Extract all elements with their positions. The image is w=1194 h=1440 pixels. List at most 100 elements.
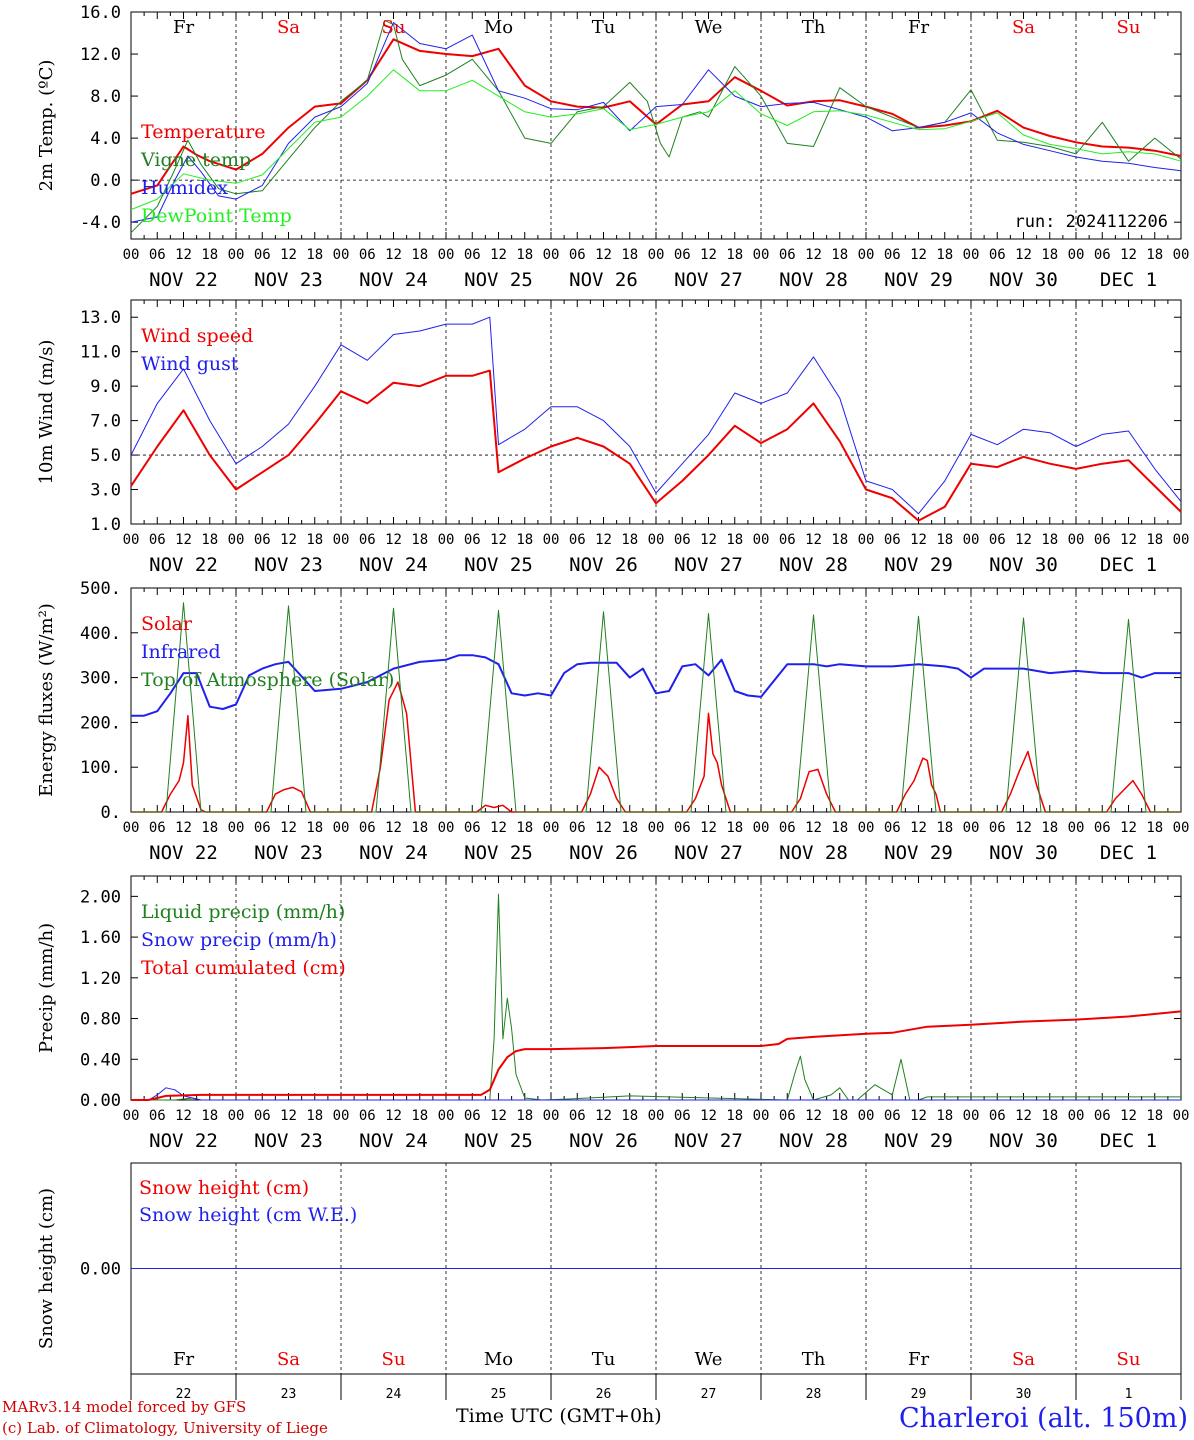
series-line-top-of-atmosphere-solar- — [131, 602, 1181, 813]
x-hour-label: 06 — [569, 532, 586, 548]
weekday-label: Su — [382, 17, 406, 38]
x-hour-label: 00 — [1068, 247, 1085, 263]
x-hour-label: 06 — [149, 247, 166, 263]
day-number-label: 1 — [1125, 1387, 1133, 1402]
legend-entry: Humidex — [141, 177, 228, 199]
x-hour-label: 12 — [280, 1108, 297, 1124]
x-hour-label: 12 — [595, 532, 612, 548]
x-hour-label: 00 — [858, 820, 875, 836]
x-hour-label: 12 — [1015, 532, 1032, 548]
x-hour-label: 06 — [779, 532, 796, 548]
legend-entry: Liquid precip (mm/h) — [141, 901, 345, 923]
y-tick-label: 3.0 — [90, 481, 121, 501]
x-hour-label: 06 — [779, 820, 796, 836]
x-hour-label: 06 — [779, 1108, 796, 1124]
date-label: NOV 29 — [884, 554, 953, 576]
series-line-wind-speed — [130, 369, 1182, 522]
x-hour-label: 12 — [490, 532, 507, 548]
x-hour-label: 00 — [228, 247, 245, 263]
series-line-solar — [131, 681, 1181, 813]
legend-entry: Solar — [141, 613, 193, 635]
y-tick-label: 8.0 — [90, 87, 121, 107]
x-hour-label: 18 — [831, 820, 848, 836]
weekday-label: Su — [1117, 17, 1141, 38]
x-hour-label: 00 — [438, 532, 455, 548]
x-hour-label: 06 — [989, 1108, 1006, 1124]
series-line-humidex — [130, 22, 1182, 223]
x-hour-label: 06 — [884, 820, 901, 836]
legend-entry: Wind speed — [141, 325, 253, 347]
x-hour-label: 12 — [805, 1108, 822, 1124]
x-hour-label: 00 — [123, 820, 140, 836]
x-hour-label: 06 — [1094, 820, 1111, 836]
x-hour-label: 00 — [963, 247, 980, 263]
x-hour-label: 06 — [149, 532, 166, 548]
x-hour-label: 00 — [963, 820, 980, 836]
x-hour-label: 18 — [621, 247, 638, 263]
x-hour-label: 06 — [674, 532, 691, 548]
x-hour-label: 12 — [1120, 247, 1137, 263]
x-hour-label: 06 — [989, 820, 1006, 836]
date-label: NOV 24 — [359, 842, 428, 864]
x-hour-label: 00 — [1068, 820, 1085, 836]
x-hour-label: 00 — [648, 1108, 665, 1124]
x-hour-label: 18 — [936, 247, 953, 263]
x-hour-label: 12 — [1120, 1108, 1137, 1124]
date-label: NOV 23 — [254, 842, 323, 864]
x-hour-label: 18 — [1146, 532, 1163, 548]
x-hour-label: 18 — [411, 1108, 428, 1124]
x-hour-label: 18 — [516, 247, 533, 263]
x-hour-label: 18 — [726, 247, 743, 263]
x-hour-label: 06 — [674, 1108, 691, 1124]
x-hour-label: 06 — [779, 247, 796, 263]
panel-2-frame — [130, 299, 1182, 525]
date-label: NOV 22 — [149, 554, 218, 576]
date-label: NOV 28 — [779, 554, 848, 576]
y-axis-label: Energy fluxes (W/m²) — [36, 603, 57, 797]
x-hour-label: 00 — [1173, 1108, 1190, 1124]
y-tick-label: 0.0 — [90, 171, 121, 191]
x-hour-label: 06 — [254, 820, 271, 836]
x-hour-label: 00 — [858, 247, 875, 263]
x-hour-label: 06 — [1094, 247, 1111, 263]
date-label: NOV 25 — [464, 1130, 533, 1152]
weekday-label: Th — [802, 17, 826, 38]
x-hour-label: 18 — [726, 1108, 743, 1124]
date-label: NOV 29 — [884, 269, 953, 291]
x-hour-label: 18 — [411, 820, 428, 836]
y-axis-label: Precip (mm/h) — [36, 923, 57, 1053]
x-hour-label: 18 — [306, 247, 323, 263]
x-hour-label: 12 — [1015, 820, 1032, 836]
x-hour-label: 00 — [123, 247, 140, 263]
x-hour-label: 00 — [858, 532, 875, 548]
x-hour-label: 18 — [1041, 1108, 1058, 1124]
x-hour-label: 12 — [490, 247, 507, 263]
x-hour-label: 00 — [333, 820, 350, 836]
day-number-label: 23 — [281, 1387, 297, 1402]
x-hour-label: 18 — [411, 247, 428, 263]
x-hour-label: 00 — [543, 1108, 560, 1124]
date-label: DEC 1 — [1100, 554, 1157, 576]
day-number-label: 28 — [806, 1387, 822, 1402]
date-label: NOV 25 — [464, 554, 533, 576]
y-tick-label: 0.00 — [80, 1260, 121, 1280]
legend-entry: Temperature — [141, 121, 265, 143]
x-hour-label: 00 — [753, 532, 770, 548]
x-hour-label: 00 — [228, 1108, 245, 1124]
x-hour-label: 18 — [201, 1108, 218, 1124]
x-hour-label: 12 — [910, 532, 927, 548]
x-hour-label: 12 — [910, 1108, 927, 1124]
legend-entry: Total cumulated (cm) — [141, 957, 346, 979]
x-hour-label: 12 — [1015, 247, 1032, 263]
x-hour-label: 06 — [359, 532, 376, 548]
x-hour-label: 18 — [1041, 532, 1058, 548]
y-tick-label: 100. — [80, 758, 121, 778]
weekday-label: Su — [1117, 1349, 1141, 1370]
x-hour-label: 06 — [884, 532, 901, 548]
x-hour-label: 06 — [464, 247, 481, 263]
x-hour-label: 06 — [884, 1108, 901, 1124]
x-hour-label: 06 — [569, 247, 586, 263]
x-hour-label: 12 — [280, 820, 297, 836]
x-hour-label: 12 — [700, 247, 717, 263]
x-hour-label: 12 — [385, 247, 402, 263]
